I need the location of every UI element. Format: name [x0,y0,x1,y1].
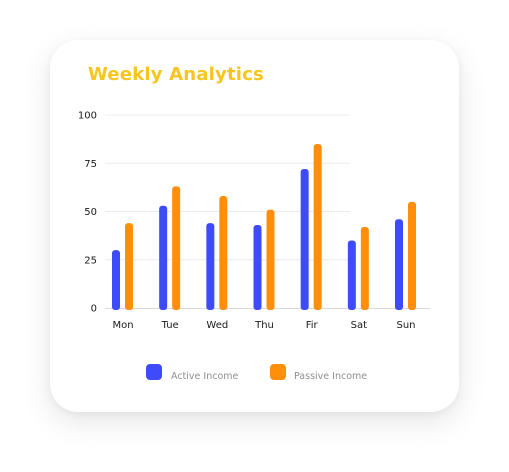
bar-active-mon [112,250,120,310]
legend-label-passive: Passive Income [294,371,367,382]
x-tick-label-wed: Wed [206,320,228,331]
x-tick-label-thu: Thu [254,320,274,331]
bar-passive-thu [266,209,275,310]
chart-title: Weekly Analytics [88,64,264,85]
y-tick-label: 50 [84,207,97,218]
legend-swatch-active [146,364,162,380]
x-tick-label-tue: Tue [161,320,179,331]
x-tick-label-sun: Sun [396,320,415,331]
y-tick-label: 100 [78,111,97,122]
x-tick-label-fir: Fir [306,320,319,331]
bar-passive-tue [172,186,181,310]
bar-passive-fir [313,143,322,310]
y-tick-label: 75 [84,159,97,170]
y-tick-label: 25 [84,255,97,266]
bar-active-thu [253,225,262,310]
x-tick-label-sat: Sat [351,320,367,331]
x-tick-label-mon: Mon [112,320,133,331]
bar-active-wed [206,223,215,310]
bar-passive-mon [125,223,133,310]
bar-passive-sun [408,201,416,310]
bar-passive-wed [219,196,228,310]
bar-active-sat [347,240,356,310]
bar-active-fir [300,169,309,310]
y-tick-label: 0 [91,304,97,315]
legend-swatch-passive [270,364,286,380]
legend-label-active: Active Income [171,371,239,382]
bar-active-tue [159,205,168,310]
bar-passive-sat [360,226,369,310]
bar-active-sun [395,219,403,310]
